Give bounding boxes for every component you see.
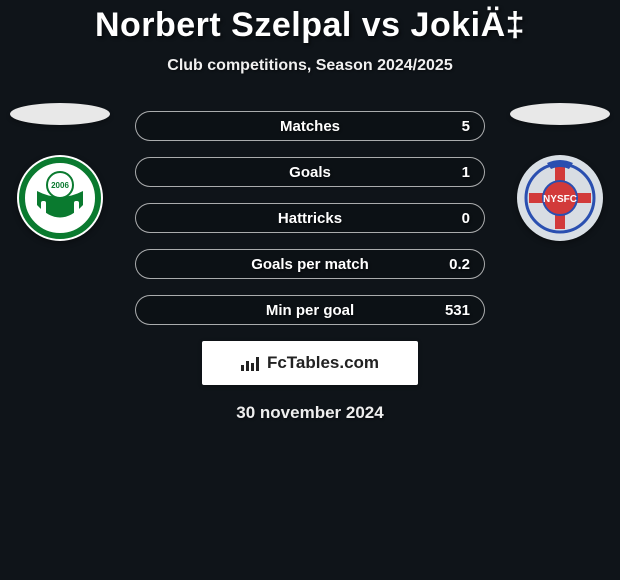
stat-label: Goals per match bbox=[251, 256, 369, 273]
page-title: Norbert Szelpal vs JokiÄ‡ bbox=[0, 0, 620, 45]
stat-row-matches: Matches 5 bbox=[135, 111, 485, 141]
stat-value-right: 531 bbox=[445, 302, 470, 319]
stat-label: Hattricks bbox=[278, 210, 342, 227]
stat-row-min-per-goal: Min per goal 531 bbox=[135, 295, 485, 325]
stat-label: Goals bbox=[289, 164, 331, 181]
club-badge-right-svg: NYSFC bbox=[517, 155, 603, 241]
stat-value-right: 0.2 bbox=[449, 256, 470, 273]
stat-row-hattricks: Hattricks 0 bbox=[135, 203, 485, 233]
club-badge-left: 2006 bbox=[17, 155, 103, 241]
stat-value-right: 1 bbox=[462, 164, 470, 181]
content-row: 2006 NYSFC bbox=[0, 103, 620, 325]
stat-label: Min per goal bbox=[266, 302, 354, 319]
club-right-text: NYSFC bbox=[543, 194, 577, 205]
brand-box: FcTables.com bbox=[202, 341, 418, 385]
subtitle: Club competitions, Season 2024/2025 bbox=[0, 57, 620, 75]
club-badge-left-svg: 2006 bbox=[17, 155, 103, 241]
stat-row-goals: Goals 1 bbox=[135, 157, 485, 187]
player-right-silhouette bbox=[510, 103, 610, 125]
player-right-column: NYSFC bbox=[500, 103, 620, 241]
brand-text: FcTables.com bbox=[267, 353, 379, 373]
bar-chart-icon bbox=[241, 355, 261, 371]
stats-list: Matches 5 Goals 1 Hattricks 0 Goals per … bbox=[135, 103, 485, 325]
date-text: 30 november 2024 bbox=[0, 403, 620, 423]
stat-value-right: 0 bbox=[462, 210, 470, 227]
club-badge-right: NYSFC bbox=[517, 155, 603, 241]
comparison-card: Norbert Szelpal vs JokiÄ‡ Club competiti… bbox=[0, 0, 620, 450]
player-left-column: 2006 bbox=[0, 103, 120, 241]
club-left-year: 2006 bbox=[51, 181, 69, 190]
stat-label: Matches bbox=[280, 118, 340, 135]
stat-value-right: 5 bbox=[462, 118, 470, 135]
player-left-silhouette bbox=[10, 103, 110, 125]
stat-row-goals-per-match: Goals per match 0.2 bbox=[135, 249, 485, 279]
